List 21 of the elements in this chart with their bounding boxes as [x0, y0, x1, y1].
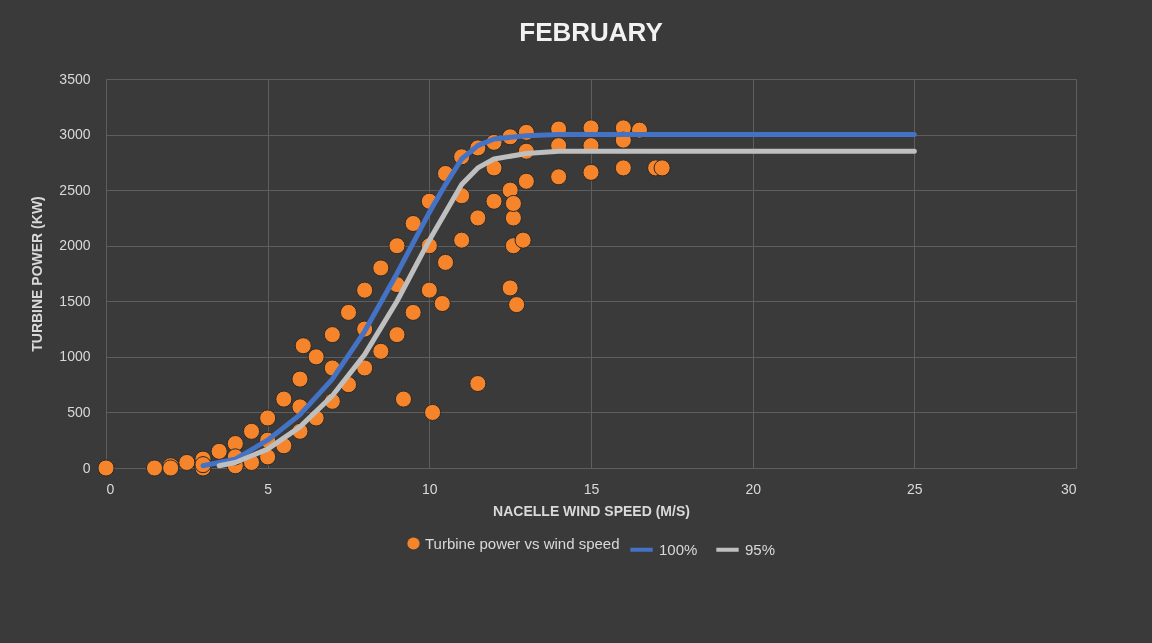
x-tick-label: 15: [583, 480, 600, 497]
chart-title: FEBRUARY: [519, 17, 663, 47]
x-tick-label: 0: [106, 480, 115, 497]
y-tick-label: 3500: [59, 70, 91, 87]
y-tick-label: 3000: [59, 126, 91, 143]
x-tick-label: 10: [422, 480, 438, 497]
y-axis-title: TURBINE POWER (KW): [29, 196, 46, 352]
legend-label: 95%: [745, 540, 776, 558]
y-tick-label: 1500: [59, 292, 91, 309]
x-axis-title: NACELLE WIND SPEED (M/S): [493, 502, 690, 519]
y-tick-label: 500: [67, 403, 91, 420]
y-tick-label: 0: [82, 459, 91, 476]
y-tick-label: 2500: [59, 181, 91, 198]
legend-label: Turbine power vs wind speed: [425, 534, 620, 552]
x-tick-label: 25: [907, 480, 923, 497]
x-tick-label: 20: [745, 480, 762, 497]
y-tick-label: 2000: [59, 237, 91, 254]
x-tick-label: 30: [1060, 480, 1077, 497]
legend-label: 100%: [659, 540, 698, 558]
x-tick-label: 5: [264, 480, 273, 497]
y-tick-label: 1000: [59, 348, 91, 365]
